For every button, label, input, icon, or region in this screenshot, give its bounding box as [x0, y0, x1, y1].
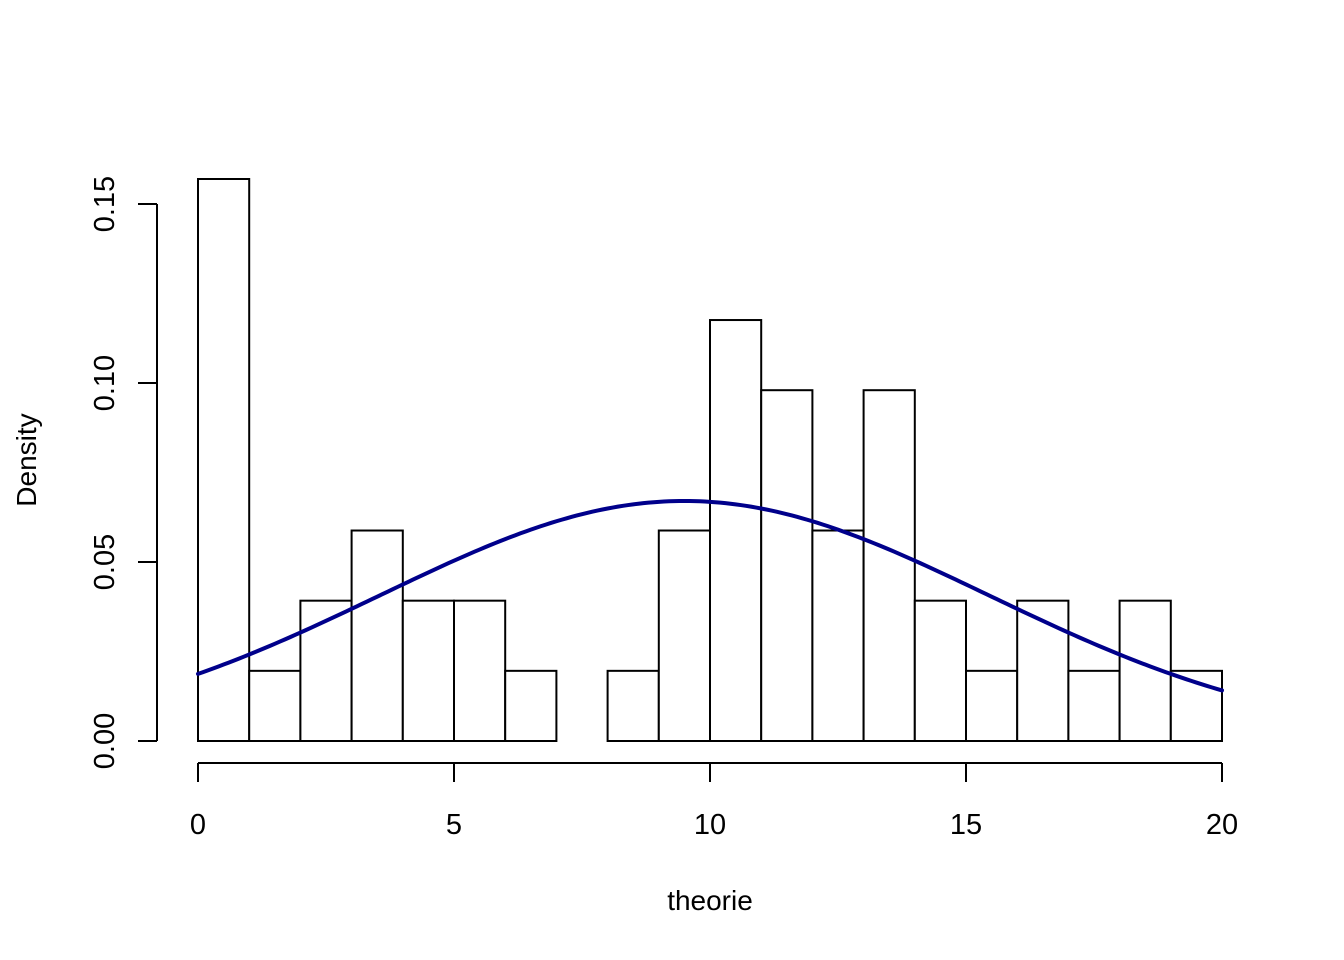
histogram-bar: [197, 178, 251, 742]
histogram-bar: [248, 669, 302, 742]
density-curve: [196, 498, 1224, 693]
x-tick-label: 5: [446, 809, 462, 841]
histogram-bars: [197, 178, 1224, 743]
histogram-bar: [709, 319, 763, 742]
histogram-bar: [760, 389, 814, 742]
histogram-bar: [401, 599, 455, 742]
y-tick-label: 0.05: [89, 534, 121, 590]
histogram-bar: [862, 389, 916, 742]
histogram-bar: [913, 599, 967, 742]
histogram-bar: [504, 669, 558, 742]
histogram-bar: [299, 599, 353, 742]
y-tick-label: 0.15: [89, 176, 121, 232]
x-tick-label: 10: [694, 809, 726, 841]
histogram-bar: [453, 599, 507, 742]
x-tick-label: 20: [1206, 809, 1238, 841]
histogram-bar: [1169, 669, 1224, 742]
histogram-bar: [1016, 599, 1070, 742]
x-axis: 0 5 10 15 20: [190, 762, 1238, 841]
y-axis: 0.00 0.05 0.10 0.15: [89, 176, 158, 769]
x-tick-label: 0: [190, 809, 206, 841]
y-tick-label: 0.00: [89, 713, 121, 769]
histogram-bar: [657, 529, 711, 743]
x-axis-title: theorie: [667, 885, 753, 916]
y-tick-label: 0.10: [89, 355, 121, 411]
x-tick-label: 15: [950, 809, 982, 841]
histogram-bar: [350, 529, 404, 743]
histogram-bar: [811, 529, 865, 743]
histogram-bar: [965, 669, 1019, 742]
y-axis-title: Density: [11, 413, 42, 506]
histogram-bar: [606, 669, 660, 742]
histogram-bar: [1067, 669, 1121, 742]
